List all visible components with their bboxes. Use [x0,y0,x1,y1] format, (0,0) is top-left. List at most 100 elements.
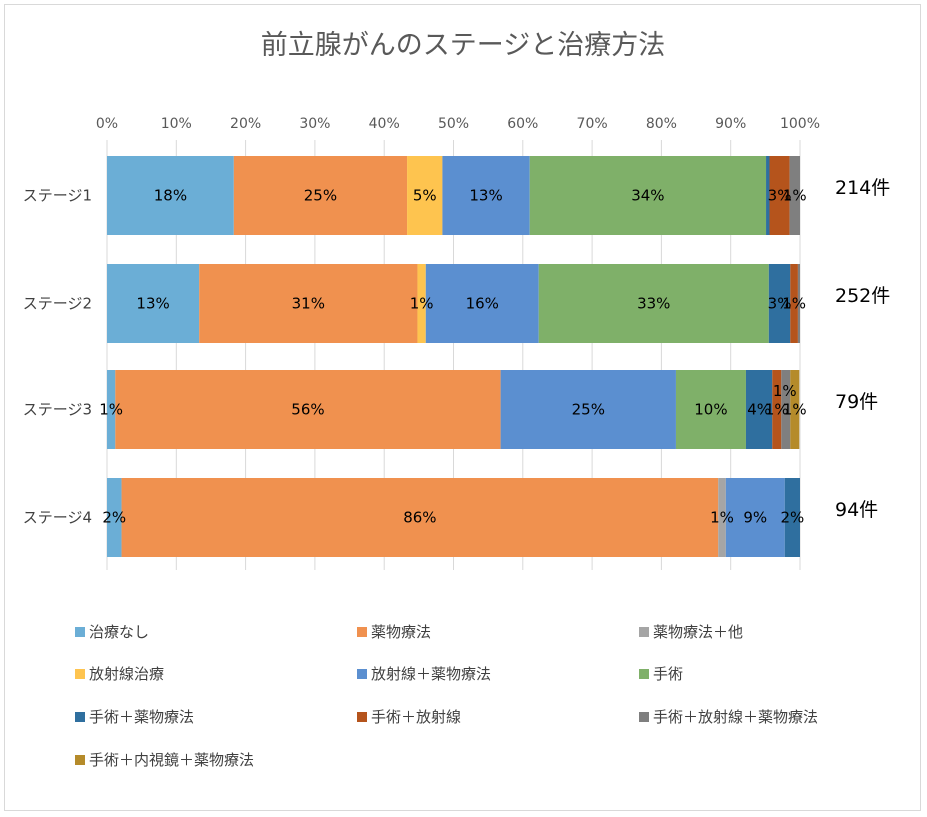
legend-swatch [357,627,367,637]
x-tick-label: 20% [230,116,261,132]
data-label: 18% [154,187,187,205]
bar-segment [107,156,234,235]
data-label: 31% [292,295,325,313]
x-tick-label: 40% [369,116,400,132]
data-label: 5% [413,187,437,205]
legend-swatch [357,669,367,679]
legend-swatch [639,712,649,722]
bar-segment [107,370,116,449]
bar-segment [718,478,726,557]
bar-segment [121,478,719,557]
data-label: 1% [99,401,123,419]
bar-segment [784,478,800,557]
bar-segment [745,370,773,449]
legend-item: 薬物療法＋他 [639,623,743,641]
x-tick-label: 70% [577,116,608,132]
legend-item: 手術＋薬物療法 [75,708,194,726]
x-tick-label: 10% [161,116,192,132]
data-label: 10% [694,401,727,419]
x-tick-label: 60% [507,116,538,132]
x-tick-label: 30% [299,116,330,132]
legend-swatch [75,627,85,637]
legend-swatch [357,712,367,722]
chart-title: 前立腺がんのステージと治療方法 [261,30,665,61]
data-label: 3% [768,295,792,313]
legend-item: 薬物療法 [357,623,431,641]
bar-segment [417,264,426,343]
data-label: 1% [773,382,797,400]
bar-segment [789,156,800,235]
bar-segment [529,156,767,235]
bar-segment [107,264,200,343]
bar-segment [233,156,408,235]
category-label: ステージ4 [23,509,92,527]
count-labels: 214件 252件 79件 94件 [835,177,890,521]
legend-swatch [75,712,85,722]
category-label: ステージ1 [23,187,92,205]
legend-label: 薬物療法 [371,623,431,641]
bar-segment [781,370,791,449]
data-label: 3% [768,187,792,205]
data-label: 1% [410,295,434,313]
legend-label: 放射線治療 [89,665,164,683]
x-tick-label: 90% [715,116,746,132]
x-axis-ticks: 0% 10% 20% 30% 40% 50% 60% 70% 80% 90% 100% [96,116,820,132]
data-label: 1% [710,509,734,527]
legend-label: 手術＋薬物療法 [89,708,194,726]
legend-item: 手術＋放射線＋薬物療法 [639,708,818,726]
bar-segment [199,264,418,343]
data-label: 33% [637,295,670,313]
data-label: 86% [403,509,436,527]
bar-segment [107,478,122,557]
data-label: 1% [783,401,807,419]
count-label: 214件 [835,177,890,199]
legend-item: 治療なし [75,623,149,641]
legend-label: 手術＋内視鏡＋薬物療法 [89,751,254,769]
legend-label: 治療なし [89,623,149,641]
legend-swatch [639,669,649,679]
legend-label: 薬物療法＋他 [653,623,743,641]
legend-label: 放射線＋薬物療法 [371,665,491,683]
data-label: 13% [469,187,502,205]
legend-swatch [639,627,649,637]
legend-item: 手術＋放射線 [357,708,461,726]
bar-segment [772,370,782,449]
bar-segment [769,156,790,235]
data-label: 1% [783,187,807,205]
legend-label: 手術＋放射線 [371,708,461,726]
data-label: 1% [782,295,806,313]
bar-segment [425,264,539,343]
bar-segment [766,156,770,235]
x-tick-label: 100% [780,116,820,132]
data-label: 13% [136,295,169,313]
category-label: ステージ2 [23,295,92,313]
legend-swatch [75,669,85,679]
bar-segment [115,370,501,449]
bar-segment [790,370,800,449]
legend-label: 手術 [653,665,683,683]
count-label: 79件 [835,391,878,413]
data-label: 25% [572,401,605,419]
legend-swatch [75,755,85,765]
x-tick-label: 0% [96,116,118,132]
bars [107,156,800,557]
data-label: 9% [743,509,767,527]
data-label: 56% [291,401,324,419]
x-tick-label: 80% [646,116,677,132]
data-label: 34% [631,187,664,205]
bar-segment [675,370,746,449]
count-label: 252件 [835,285,890,307]
data-label: 2% [102,509,126,527]
data-label: 4% [747,401,771,419]
bar-segment [442,156,530,235]
data-label: 25% [304,187,337,205]
data-label: 1% [765,401,789,419]
bar-segment [768,264,791,343]
x-tick-label: 50% [438,116,469,132]
category-labels: ステージ1 ステージ2 ステージ3 ステージ4 [23,187,92,527]
legend-item: 手術＋内視鏡＋薬物療法 [75,751,254,769]
bar-segment [797,264,800,343]
legend-item: 手術 [639,665,683,683]
